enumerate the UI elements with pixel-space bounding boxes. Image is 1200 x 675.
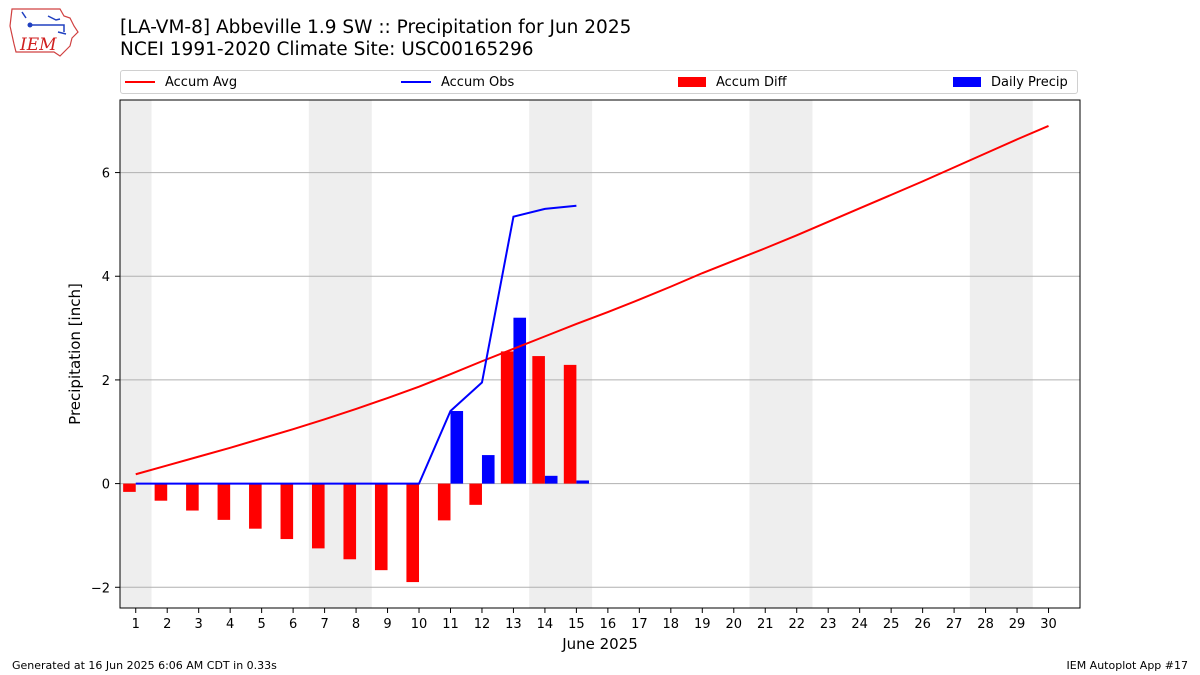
legend-swatch-accum-avg <box>125 81 155 83</box>
x-tick-label: 14 <box>537 617 554 632</box>
y-tick-label: 2 <box>102 374 110 389</box>
weekend-band <box>529 100 593 608</box>
y-tick-label: 4 <box>102 270 110 285</box>
x-tick-label: 5 <box>257 617 265 632</box>
legend-label-accum-obs: Accum Obs <box>441 74 515 90</box>
accum-diff-bar <box>249 483 262 529</box>
accum-avg-line <box>135 124 1049 476</box>
generated-footer: Generated at 16 Jun 2025 6:06 AM CDT in … <box>12 659 277 672</box>
daily-precip-bar <box>513 317 527 484</box>
x-tick-label: 29 <box>1009 617 1026 632</box>
x-tick-label: 30 <box>1040 617 1057 632</box>
x-tick-label: 4 <box>226 617 234 632</box>
chart-subtitle: NCEI 1991-2020 Climate Site: USC00165296 <box>120 39 534 60</box>
accum-diff-bar <box>123 483 136 492</box>
x-tick-label: 22 <box>788 617 805 632</box>
plot-frame <box>119 99 1081 609</box>
x-tick-label: 24 <box>851 617 868 632</box>
x-tick-label: 20 <box>725 617 742 632</box>
x-tick-label: 1 <box>132 617 140 632</box>
accum-diff-bar <box>280 483 294 540</box>
x-tick-label: 3 <box>195 617 203 632</box>
plot-area <box>120 100 1080 608</box>
daily-precip-bar <box>450 411 464 484</box>
x-tick-label: 7 <box>320 617 328 632</box>
accum-diff-bar <box>154 483 168 501</box>
accum-diff-bar <box>500 351 514 484</box>
daily-precip-bar <box>481 455 495 484</box>
legend-label-daily-precip: Daily Precip <box>991 74 1068 90</box>
weekend-band <box>969 100 1033 608</box>
legend-swatch-daily-precip <box>953 77 981 87</box>
legend-item-daily-precip: Daily Precip <box>953 71 1068 93</box>
x-tick-label: 10 <box>411 617 428 632</box>
legend-swatch-accum-obs <box>401 81 431 83</box>
accum-diff-bar <box>312 483 325 549</box>
x-tick-label: 15 <box>568 617 585 632</box>
iem-logo: IEM <box>9 8 79 57</box>
weekend-band <box>749 100 813 608</box>
accum-diff-bar <box>437 483 451 521</box>
x-tick-label: 13 <box>505 617 522 632</box>
daily-precip-bar <box>576 480 589 484</box>
x-tick-label: 27 <box>946 617 963 632</box>
accum-diff-bar <box>469 483 482 505</box>
x-tick-label: 8 <box>352 617 360 632</box>
x-tick-label: 28 <box>977 617 994 632</box>
legend-item-accum-diff: Accum Diff <box>678 71 787 93</box>
accum-diff-bar <box>343 483 357 560</box>
x-tick-label: 25 <box>883 617 900 632</box>
y-tick-label: 6 <box>102 167 110 182</box>
x-tick-label: 21 <box>757 617 774 632</box>
legend-label-accum-avg: Accum Avg <box>165 74 238 90</box>
chart-title: [LA-VM-8] Abbeville 1.9 SW :: Precipitat… <box>120 17 632 38</box>
weekend-band <box>120 100 152 608</box>
accum-diff-bar <box>406 483 420 583</box>
x-tick-label: 16 <box>600 617 617 632</box>
legend-item-accum-avg: Accum Avg <box>125 71 237 93</box>
daily-precip-bar <box>544 475 558 484</box>
legend-swatch-accum-diff <box>678 77 706 87</box>
app-footer: IEM Autoplot App #17 <box>1066 659 1189 672</box>
x-tick-label: 19 <box>694 617 711 632</box>
x-tick-label: 17 <box>631 617 648 632</box>
x-axis-label: June 2025 <box>561 635 638 653</box>
accum-obs-line <box>135 204 577 485</box>
x-tick-label: 11 <box>442 617 459 632</box>
accum-diff-bar <box>563 364 577 484</box>
accum-diff-bar <box>186 483 199 511</box>
y-axis-label: Precipitation [inch] <box>66 283 84 425</box>
legend-label-accum-diff: Accum Diff <box>716 74 787 90</box>
x-tick-label: 6 <box>289 617 297 632</box>
logo-text: IEM <box>19 35 57 55</box>
accum-diff-bar <box>532 356 545 484</box>
chart-legend: Accum Avg Accum Obs Accum Diff Daily Pre… <box>120 70 1078 94</box>
x-tick-label: 2 <box>163 617 171 632</box>
accum-diff-bar <box>374 483 388 571</box>
x-tick-label: 26 <box>914 617 931 632</box>
y-tick-label: 0 <box>102 478 110 493</box>
x-tick-label: 12 <box>474 617 491 632</box>
x-tick-label: 9 <box>383 617 391 632</box>
x-tick-label: 18 <box>663 617 680 632</box>
x-tick-label: 23 <box>820 617 837 632</box>
accum-diff-bar <box>217 483 231 520</box>
legend-item-accum-obs: Accum Obs <box>401 71 514 93</box>
y-tick-label: −2 <box>91 581 110 596</box>
